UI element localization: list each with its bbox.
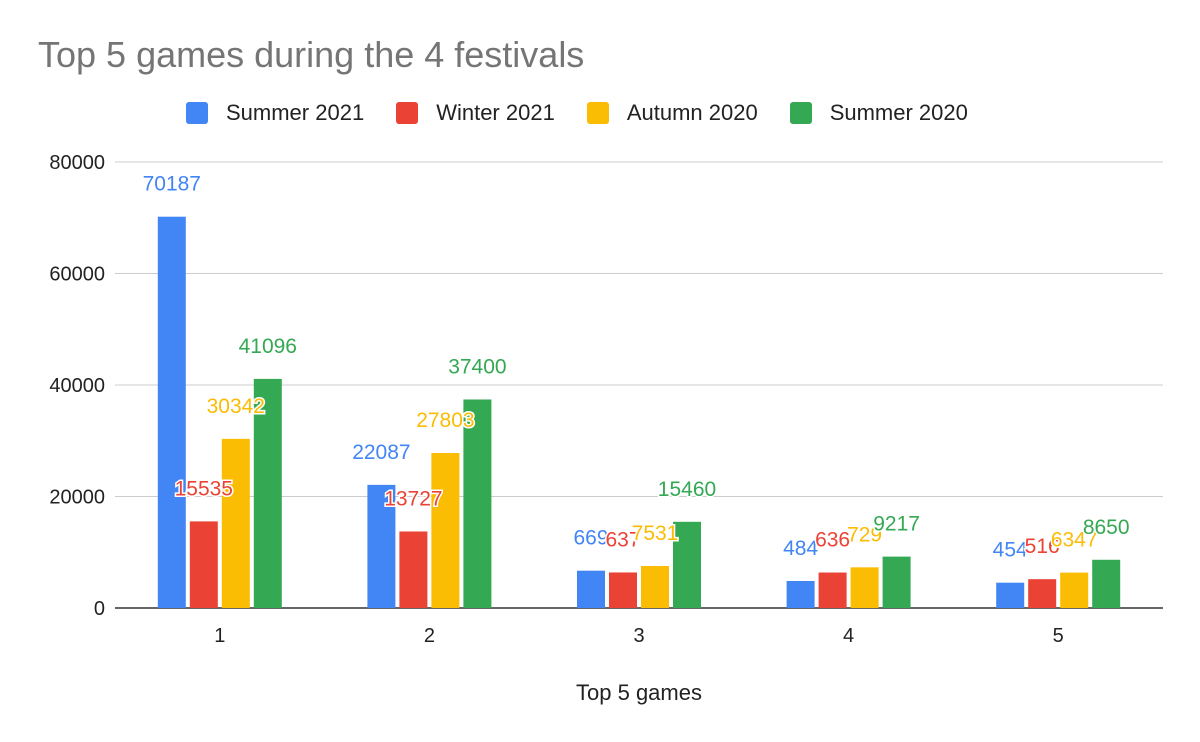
data-label: 9217	[873, 513, 920, 536]
y-tick-label: 20000	[49, 487, 105, 509]
x-tick-label: 1	[214, 625, 225, 647]
x-tick-label: 5	[1053, 625, 1064, 647]
bar	[1060, 572, 1089, 608]
legend-swatch	[789, 102, 812, 124]
data-label: 637	[605, 528, 640, 551]
legend-item-summer-2020[interactable]: Summer 2020	[789, 100, 968, 126]
data-label: 729	[847, 523, 882, 546]
legend-label: Winter 2021	[436, 100, 555, 125]
data-label: 27803	[416, 409, 474, 432]
bar	[786, 580, 815, 608]
data-label: 70187	[143, 173, 201, 196]
bar	[221, 438, 250, 608]
bar	[253, 378, 282, 608]
bar	[850, 567, 879, 608]
y-tick-label: 0	[94, 598, 105, 620]
bar	[641, 566, 669, 608]
data-label: 636	[815, 529, 850, 552]
legend-label: Autumn 2020	[626, 100, 758, 125]
bar	[189, 521, 218, 608]
bar	[609, 572, 637, 608]
data-label: 6347	[1051, 529, 1098, 552]
data-label: 454	[993, 539, 1028, 562]
legend-item-summer-2021[interactable]: Summer 2021	[186, 100, 364, 126]
bar	[367, 484, 396, 608]
data-label: 15535	[175, 477, 233, 500]
bar	[818, 572, 847, 608]
legend-swatch	[586, 102, 609, 124]
y-tick-label: 60000	[49, 264, 105, 286]
x-tick-label: 2	[424, 625, 435, 647]
data-label: 22087	[352, 441, 410, 464]
legend-label: Summer 2020	[829, 100, 968, 125]
chart-title: Top 5 games during the 4 festivals	[38, 34, 585, 75]
data-label: 669	[573, 527, 608, 550]
x-tick-label: 3	[633, 625, 644, 647]
y-tick-label: 40000	[49, 375, 105, 397]
chart-legend: Summer 2021 Winter 2021 Autumn 2020 Summ…	[186, 100, 1000, 126]
bar	[431, 452, 460, 608]
data-label: 37400	[448, 355, 506, 378]
bar	[1092, 559, 1121, 608]
bar	[882, 556, 911, 608]
x-axis-label: Top 5 games	[576, 680, 702, 705]
bar	[157, 216, 186, 609]
bar	[996, 582, 1025, 608]
legend-item-autumn-2020[interactable]: Autumn 2020	[586, 100, 758, 126]
bar	[673, 521, 701, 608]
data-label: 484	[783, 537, 818, 560]
legend-item-winter-2021[interactable]: Winter 2021	[396, 100, 555, 126]
bar	[463, 399, 492, 608]
data-label: 30342	[207, 395, 265, 418]
data-label: 13727	[384, 487, 442, 510]
data-label: 41096	[239, 335, 297, 358]
bar	[577, 570, 605, 608]
legend-swatch	[396, 102, 419, 124]
bar	[1028, 579, 1057, 608]
legend-label: Summer 2021	[226, 100, 365, 125]
data-label: 516	[1025, 535, 1060, 558]
x-tick-label: 4	[843, 625, 854, 647]
legend-swatch	[186, 102, 208, 124]
data-label: 15460	[658, 478, 716, 501]
y-tick-label: 80000	[49, 152, 105, 174]
data-label: 8650	[1083, 516, 1130, 539]
data-label: 7531	[632, 522, 679, 545]
bar	[399, 531, 428, 608]
